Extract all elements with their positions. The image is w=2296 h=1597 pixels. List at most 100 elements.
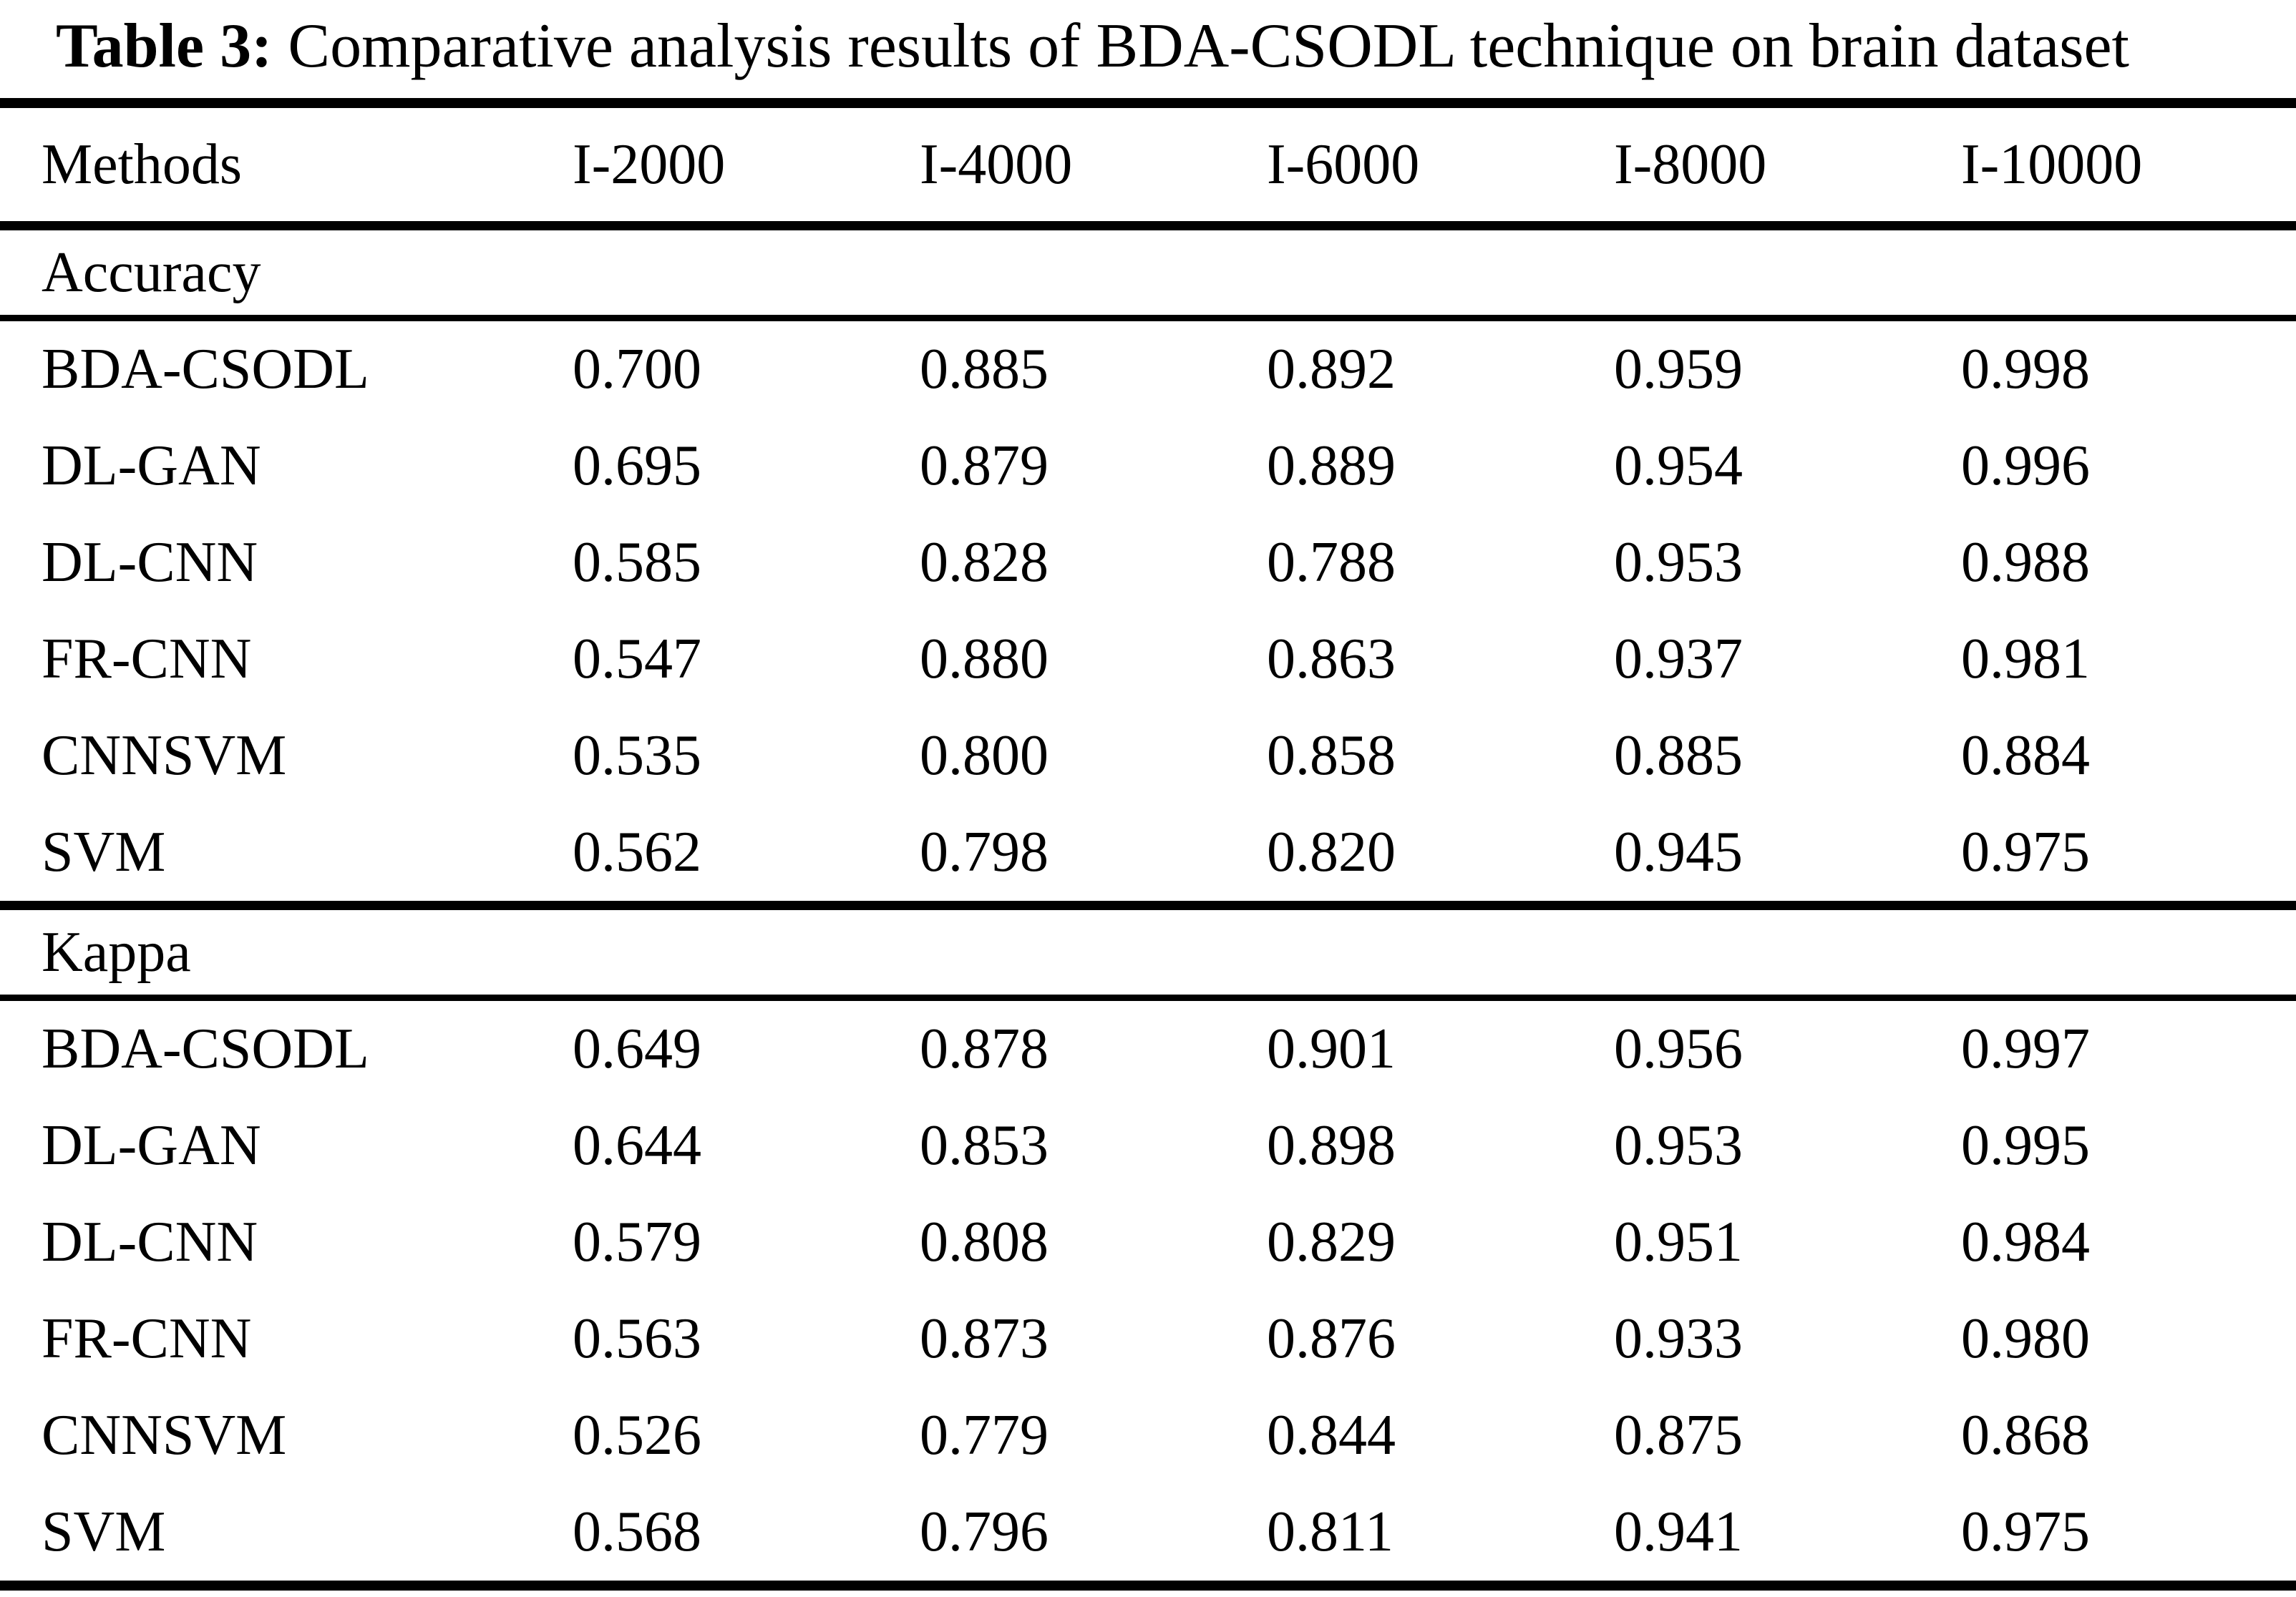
method-cell: DL-GAN xyxy=(42,434,261,498)
value-cell: 0.995 xyxy=(1961,1114,2090,1178)
method-cell: FR-CNN xyxy=(42,627,252,691)
value-cell: 0.700 xyxy=(573,338,701,401)
value-cell: 0.863 xyxy=(1267,627,1396,691)
value-cell: 0.984 xyxy=(1961,1211,2090,1274)
table-header-row: Methods I-2000 I-4000 I-6000 I-8000 I-10… xyxy=(0,98,2296,231)
value-cell: 0.980 xyxy=(1961,1307,2090,1371)
value-cell: 0.526 xyxy=(573,1404,701,1467)
table-row: BDA-CSODL 0.649 0.878 0.901 0.956 0.997 xyxy=(0,998,2296,1098)
value-cell: 0.941 xyxy=(1614,1484,1961,1591)
value-cell: 0.885 xyxy=(920,338,1049,401)
value-cell: 0.975 xyxy=(1961,804,2296,911)
value-cell: 0.997 xyxy=(1961,1017,2090,1081)
value-cell: 0.585 xyxy=(573,531,701,595)
table-row: DL-CNN 0.579 0.808 0.829 0.951 0.984 xyxy=(0,1194,2296,1291)
column-header-i10000: I-10000 xyxy=(1961,98,2296,231)
value-cell: 0.945 xyxy=(1614,804,1961,911)
table-row: DL-GAN 0.644 0.853 0.898 0.953 0.995 xyxy=(0,1098,2296,1194)
value-cell: 0.981 xyxy=(1961,627,2090,691)
value-cell: 0.579 xyxy=(573,1211,701,1274)
method-cell: CNNSVM xyxy=(42,1404,287,1467)
value-cell: 0.884 xyxy=(1961,724,2090,788)
column-header-i8000: I-8000 xyxy=(1614,98,1961,231)
method-cell: FR-CNN xyxy=(42,1307,252,1371)
value-cell: 0.892 xyxy=(1267,338,1396,401)
value-cell: 0.876 xyxy=(1267,1307,1396,1371)
value-cell: 0.880 xyxy=(920,627,1049,691)
method-cell: BDA-CSODL xyxy=(42,1017,369,1081)
value-cell: 0.975 xyxy=(1961,1484,2296,1591)
value-cell: 0.853 xyxy=(920,1114,1049,1178)
value-cell: 0.875 xyxy=(1614,1404,1743,1467)
value-cell: 0.885 xyxy=(1614,724,1743,788)
value-cell: 0.954 xyxy=(1614,434,1743,498)
column-header-i6000: I-6000 xyxy=(1267,98,1614,231)
column-header-methods: Methods xyxy=(0,98,573,231)
method-cell: DL-GAN xyxy=(42,1114,261,1178)
value-cell: 0.868 xyxy=(1961,1404,2090,1467)
method-cell: SVM xyxy=(0,1484,573,1591)
method-cell: SVM xyxy=(0,804,573,911)
value-cell: 0.988 xyxy=(1961,531,2090,595)
method-cell: BDA-CSODL xyxy=(42,338,369,401)
value-cell: 0.562 xyxy=(573,804,920,911)
value-cell: 0.996 xyxy=(1961,434,2090,498)
value-cell: 0.951 xyxy=(1614,1211,1743,1274)
value-cell: 0.953 xyxy=(1614,531,1743,595)
value-cell: 0.937 xyxy=(1614,627,1743,691)
results-table: Methods I-2000 I-4000 I-6000 I-8000 I-10… xyxy=(0,98,2296,1591)
table-number-label: Table 3: xyxy=(56,11,273,81)
value-cell: 0.844 xyxy=(1267,1404,1396,1467)
value-cell: 0.798 xyxy=(920,804,1267,911)
table-row: SVM 0.568 0.796 0.811 0.941 0.975 xyxy=(0,1484,2296,1591)
value-cell: 0.695 xyxy=(573,434,701,498)
table-row: FR-CNN 0.563 0.873 0.876 0.933 0.980 xyxy=(0,1291,2296,1387)
section-header-kappa: Kappa xyxy=(0,905,2296,1002)
value-cell: 0.959 xyxy=(1614,338,1743,401)
value-cell: 0.808 xyxy=(920,1211,1049,1274)
value-cell: 0.956 xyxy=(1614,1017,1743,1081)
column-header-i2000: I-2000 xyxy=(573,98,920,231)
table-row: FR-CNN 0.547 0.880 0.863 0.937 0.981 xyxy=(0,611,2296,708)
value-cell: 0.788 xyxy=(1267,531,1396,595)
table-row: DL-CNN 0.585 0.828 0.788 0.953 0.988 xyxy=(0,514,2296,611)
section-label: Kappa xyxy=(0,905,2296,1002)
value-cell: 0.649 xyxy=(573,1017,701,1081)
value-cell: 0.568 xyxy=(573,1484,920,1591)
value-cell: 0.889 xyxy=(1267,434,1396,498)
table-row: DL-GAN 0.695 0.879 0.889 0.954 0.996 xyxy=(0,418,2296,514)
section-label: Accuracy xyxy=(0,225,2296,322)
value-cell: 0.879 xyxy=(920,434,1049,498)
table-row: CNNSVM 0.535 0.800 0.858 0.885 0.884 xyxy=(0,708,2296,804)
value-cell: 0.878 xyxy=(920,1017,1049,1081)
value-cell: 0.535 xyxy=(573,724,701,788)
column-header-i4000: I-4000 xyxy=(920,98,1267,231)
value-cell: 0.796 xyxy=(920,1484,1267,1591)
value-cell: 0.644 xyxy=(573,1114,701,1178)
value-cell: 0.858 xyxy=(1267,724,1396,788)
value-cell: 0.953 xyxy=(1614,1114,1743,1178)
value-cell: 0.547 xyxy=(573,627,701,691)
value-cell: 0.998 xyxy=(1961,338,2090,401)
method-cell: DL-CNN xyxy=(42,531,258,595)
value-cell: 0.779 xyxy=(920,1404,1049,1467)
table-row: SVM 0.562 0.798 0.820 0.945 0.975 xyxy=(0,804,2296,911)
value-cell: 0.873 xyxy=(920,1307,1049,1371)
page-title: Table 3: Comparative analysis results of… xyxy=(0,10,2296,82)
table-caption: Comparative analysis results of BDA-CSOD… xyxy=(288,11,2129,81)
value-cell: 0.800 xyxy=(920,724,1049,788)
value-cell: 0.820 xyxy=(1267,804,1614,911)
value-cell: 0.563 xyxy=(573,1307,701,1371)
value-cell: 0.811 xyxy=(1267,1484,1614,1591)
method-cell: CNNSVM xyxy=(42,724,287,788)
value-cell: 0.829 xyxy=(1267,1211,1396,1274)
section-header-accuracy: Accuracy xyxy=(0,225,2296,322)
value-cell: 0.898 xyxy=(1267,1114,1396,1178)
value-cell: 0.828 xyxy=(920,531,1049,595)
table-row: BDA-CSODL 0.700 0.885 0.892 0.959 0.998 xyxy=(0,318,2296,419)
value-cell: 0.901 xyxy=(1267,1017,1396,1081)
method-cell: DL-CNN xyxy=(42,1211,258,1274)
value-cell: 0.933 xyxy=(1614,1307,1743,1371)
table-row: CNNSVM 0.526 0.779 0.844 0.875 0.868 xyxy=(0,1387,2296,1484)
